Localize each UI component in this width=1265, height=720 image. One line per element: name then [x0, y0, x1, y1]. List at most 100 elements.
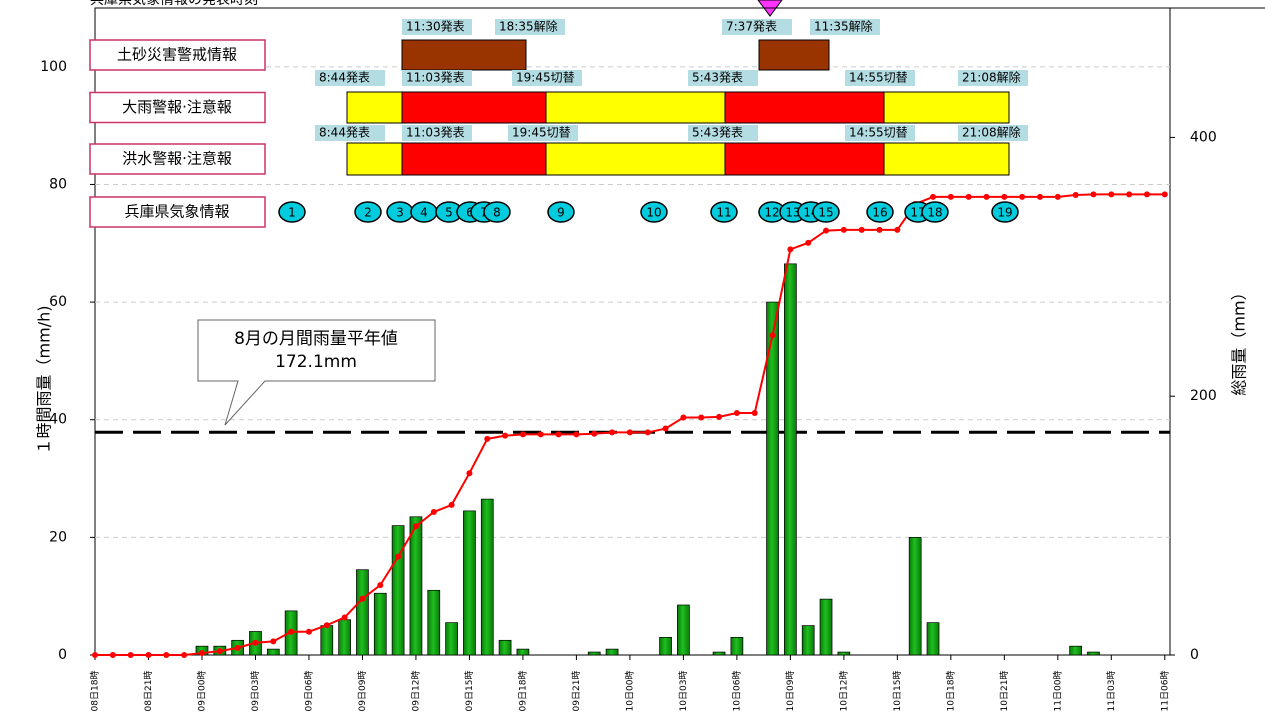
bar [730, 637, 744, 656]
bar [516, 648, 530, 656]
line-point [1019, 193, 1026, 200]
time-label: 11:30発表 [406, 20, 465, 34]
info-marker [710, 201, 738, 223]
x-tick-label: 10日21時 [999, 671, 1010, 712]
info-number: 1 [288, 206, 296, 220]
info-number: 16 [872, 206, 887, 220]
line-point [591, 430, 598, 437]
info-number: 13 [785, 206, 800, 220]
line-point [466, 470, 473, 477]
time-label: 21:08解除 [962, 125, 1021, 140]
line-point [395, 553, 402, 560]
y-tick-label: 60 [49, 294, 67, 310]
warning-bar [883, 142, 1010, 176]
line-point [698, 414, 705, 421]
bar [712, 651, 726, 656]
bar [677, 604, 690, 656]
x-tick-label: 10日09時 [785, 671, 796, 712]
y-tick-label: 20 [49, 529, 67, 545]
x-tick-label: 08日18時 [90, 671, 101, 712]
time-label: 5:43発表 [692, 71, 743, 85]
info-marker [812, 201, 840, 223]
warning-bar [346, 91, 403, 124]
line-point [537, 431, 544, 438]
line-point [502, 432, 509, 439]
info-marker [991, 201, 1019, 223]
x-tick-label: 10日06時 [731, 671, 742, 712]
line-point [216, 648, 223, 655]
warning-bar [883, 91, 1010, 124]
row-label-box [89, 91, 266, 124]
x-tick-label: 10日12時 [838, 671, 849, 712]
line-point [680, 414, 687, 421]
x-tick-label: 10日18時 [945, 671, 956, 712]
time-label: 21:08解除 [962, 70, 1021, 85]
bar [445, 622, 458, 656]
info-number: 19 [997, 206, 1012, 220]
line-point [448, 501, 455, 508]
warning-bar [724, 91, 885, 124]
info-number: 9 [557, 206, 565, 220]
info-marker [278, 201, 306, 223]
annotation-label: 8月の月間雨量平年値 [234, 329, 398, 349]
info-number: 11 [716, 206, 731, 220]
time-label: 19:45切替 [512, 126, 571, 140]
bar [480, 498, 494, 656]
row-label: 洪水警報·注意報 [122, 150, 232, 168]
line-point [1001, 193, 1008, 200]
time-label-bg [402, 125, 472, 141]
bar [605, 648, 619, 656]
time-label-bg [508, 125, 578, 141]
bar [338, 619, 351, 656]
bar [356, 569, 369, 656]
time-label: 11:03発表 [406, 71, 465, 85]
bar [837, 651, 851, 656]
x-tick-label: 09日15時 [464, 671, 475, 712]
info-number: 2 [364, 206, 372, 220]
line-point [163, 652, 170, 658]
line-point [234, 644, 241, 651]
x-tick-label: 09日09時 [357, 671, 368, 712]
line-point [145, 652, 152, 658]
line-point [252, 639, 259, 646]
line-point [787, 246, 794, 253]
line-point [198, 650, 205, 657]
bar [908, 537, 922, 656]
line-point [823, 227, 830, 234]
time-label-bg [688, 70, 758, 86]
line-point [430, 509, 437, 516]
info-number: 4 [420, 206, 428, 220]
callout [197, 319, 436, 426]
plot-frame [94, 7, 1171, 656]
row-label-box [89, 143, 266, 175]
line-point [127, 652, 134, 658]
x-tick-label: 11日03時 [1106, 671, 1117, 712]
time-label-bg [958, 125, 1028, 141]
time-label-bg [688, 125, 758, 141]
y-tick-label: 0 [58, 647, 67, 663]
line-point [733, 410, 740, 417]
line-point [555, 431, 562, 438]
info-marker [354, 201, 382, 223]
line-point [323, 622, 330, 629]
line-point [305, 628, 312, 635]
line-point [573, 431, 580, 438]
bar [587, 651, 601, 656]
line-point [1143, 191, 1150, 198]
info-number: 8 [493, 206, 501, 220]
line-point [609, 429, 616, 436]
line-point [1036, 193, 1043, 200]
time-label-bg [845, 70, 915, 86]
info-number: 12 [764, 206, 779, 220]
time-label: 5:43発表 [692, 126, 743, 140]
header: 兵庫県気象情報の発表時刻 [90, 0, 258, 8]
line-point [288, 628, 295, 635]
y2-axis-label: 総雨量（mm） [1230, 284, 1249, 395]
x-tick-label: 09日12時 [410, 671, 421, 712]
warning-bar [724, 142, 885, 176]
line-point [1108, 191, 1115, 198]
row-label-box [89, 39, 266, 71]
x-tick-label: 11日06時 [1159, 671, 1170, 712]
time-label-bg [315, 70, 385, 86]
